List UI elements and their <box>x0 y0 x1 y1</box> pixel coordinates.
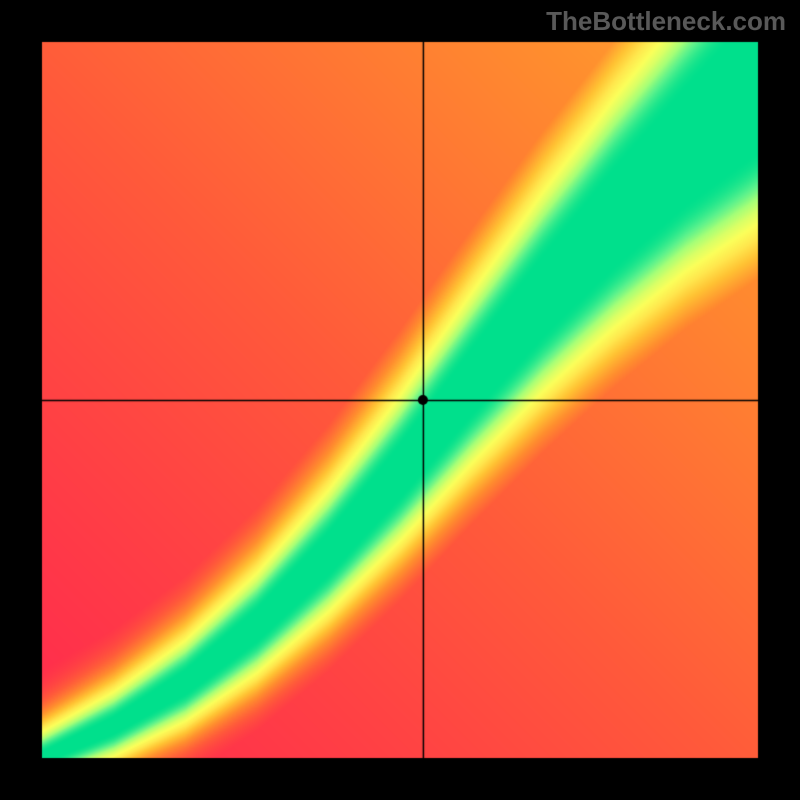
watermark-text: TheBottleneck.com <box>546 6 786 37</box>
bottleneck-heatmap <box>0 0 800 800</box>
